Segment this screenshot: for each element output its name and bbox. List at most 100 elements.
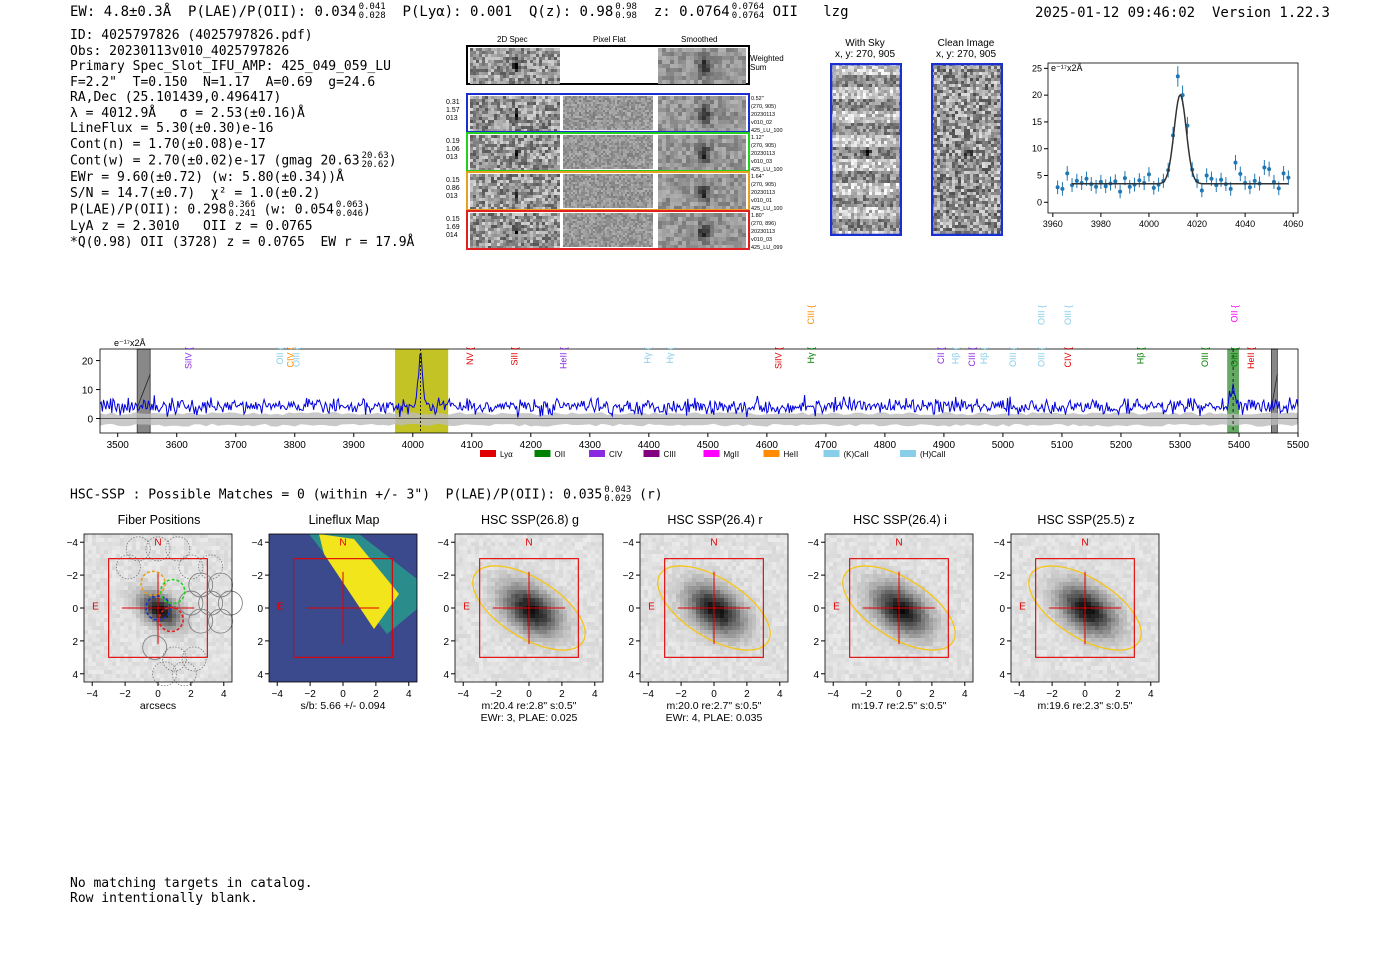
spec-row-right-value: 0.52"	[751, 96, 764, 102]
spec-row-right-value: v010_03	[751, 237, 772, 243]
hsc-summary-label: HSC-SSP : Possible Matches = 0 (within +…	[70, 487, 603, 503]
fit-data-point	[1137, 178, 1142, 183]
fit-data-point	[1252, 178, 1257, 183]
spec-row-right-value: 1.64"	[751, 174, 764, 180]
spectrum-line-id-label: Hγ {	[643, 347, 653, 364]
fit-data-point	[1204, 173, 1209, 178]
spectrum-xtick-label: 3500	[107, 440, 130, 451]
with-sky-frame	[830, 63, 902, 236]
hsc-summary-band: (r)	[639, 487, 663, 503]
image-ytick-label: −2	[252, 571, 264, 582]
fiber-circle	[188, 608, 214, 634]
clean-image-title-text: Clean Image	[937, 38, 995, 49]
image-ytick-label: 0	[628, 604, 634, 615]
spectrum-xtick-label: 5300	[1169, 440, 1192, 451]
image-ytick-label: −4	[808, 538, 820, 549]
spec-row-left-label: 0.15 0.86 013	[446, 177, 460, 200]
spec-row-pixelflat	[563, 135, 653, 169]
image-pixels	[455, 534, 603, 682]
spectrum-xtick-label: 5500	[1287, 440, 1310, 451]
north-label: N	[154, 538, 161, 549]
header-datetime-version: 2025-01-12 09:46:02 Version 1.22.3	[1035, 5, 1330, 21]
image-ytick-label: −2	[623, 571, 635, 582]
spectrum-xtick-label: 5100	[1051, 440, 1074, 451]
spectrum-xtick-label: 3900	[343, 440, 366, 451]
spectrum-xtick-label: 4500	[697, 440, 720, 451]
header-version: Version 1.22.3	[1211, 5, 1330, 21]
image-ytick-label: −4	[994, 538, 1006, 549]
image-panel: HSC SSP(26.8) g N E −4 −2 0 2 4 m:20.4 re:2.8" s…	[438, 512, 621, 727]
east-label: E	[277, 602, 284, 613]
spectrum-line-id-label: Hβ {	[951, 347, 961, 364]
image-ytick-label: −2	[808, 571, 820, 582]
image-panel: HSC SSP(26.4) i N E −4 −2 0 2 4 m:19.7 re:2.5" s…	[808, 512, 991, 727]
fit-data-point	[1233, 160, 1238, 165]
info-plae-label: P(LAE)/P(OII): 0.298	[70, 202, 227, 218]
image-ytick-label: 2	[999, 637, 1005, 648]
image-panel: HSC SSP(25.5) z N E −4 −2 0 2 4 m:19.6 re:2.3" s…	[994, 512, 1177, 727]
image-xtick-label: 2	[744, 689, 750, 700]
info-obs: Obs: 20230113v010_4025797826	[70, 43, 290, 59]
fiber-circle	[181, 646, 207, 672]
spectrum-line-id-label: SiII {	[509, 347, 519, 366]
spec-row-2dspec	[470, 96, 560, 132]
image-xtick-label: −4	[272, 689, 284, 700]
north-label: N	[895, 538, 902, 549]
spectrum-xtick-label: 4400	[638, 440, 661, 451]
fiber-circle	[198, 590, 224, 616]
fit-ytick-label: 10	[1032, 144, 1042, 154]
image-ytick-label: 4	[999, 670, 1005, 681]
info-plae-w-hi: 0.063	[335, 200, 364, 210]
image-panel-title: HSC SSP(26.4) i	[853, 513, 947, 527]
spec-row-right-value: 20230113	[751, 151, 775, 157]
spectrum-xtick-label: 4300	[579, 440, 602, 451]
image-ytick-label: −4	[438, 538, 450, 549]
spectrum-legend-label: MgII	[724, 450, 740, 459]
spectrum-line-id-label: CIII {	[806, 305, 816, 325]
spec-row-left-label: 0.15 1.69 014	[446, 216, 460, 239]
image-panel-plot: N E −4 −2 0 2 4 s/b: 5.66 +/- 0.094 4 2 0 −2 −4	[252, 533, 418, 712]
image-xtick-label: −4	[828, 689, 840, 700]
spectrum-line-id-label: CIII {	[967, 347, 977, 367]
spectrum-xtick-label: 3800	[284, 440, 307, 451]
image-xtick-label: −2	[119, 689, 131, 700]
spectrum-xtick-label: 4700	[815, 440, 838, 451]
fit-xtick-label: 4020	[1187, 219, 1207, 229]
spec-cutouts: 2D Spec Pixel Flat Smoothed 0.31 1.57 013 0…	[440, 32, 800, 257]
fit-model-curve	[1072, 93, 1289, 185]
image-panel-title: HSC SSP(26.8) g	[481, 513, 579, 527]
spectrum-legend-swatch	[823, 450, 840, 457]
spec-row-left-value: 1.57	[446, 107, 460, 114]
spectrum-legend-label: CIV	[609, 450, 623, 459]
spec-row-right-value: 20230113	[751, 190, 775, 196]
spectrum-flux-line	[99, 352, 1299, 418]
fit-xtick-label: 4000	[1139, 219, 1159, 229]
fit-ytick-label: 20	[1032, 90, 1042, 100]
spec-row-right-value: v010_02	[751, 120, 772, 126]
image-xtick-label: 4	[592, 689, 598, 700]
info-primary: Primary Spec_Slot_IFU_AMP: 425_049_059_L…	[70, 59, 391, 74]
image-xtick-label: −4	[458, 689, 470, 700]
spectrum-xtick-label: 3700	[225, 440, 248, 451]
fiber-circle	[116, 554, 141, 580]
image-xtick-label: 0	[711, 689, 717, 700]
info-plae-hi: 0.366	[228, 200, 256, 210]
spectrum-legend-swatch	[589, 450, 605, 457]
info-plae-w-lo: 0.046	[335, 209, 364, 219]
spec-row-left-value: 013	[446, 193, 458, 200]
galaxy-ellipse	[842, 565, 956, 651]
image-ytick-label: 0	[72, 604, 78, 615]
fit-data-point	[1262, 165, 1267, 170]
image-xtick-label: 2	[559, 689, 565, 700]
image-panel-title: HSC SSP(25.5) z	[1037, 513, 1135, 527]
spec-row-frame	[466, 210, 750, 250]
spectrum-xtick-label: 5000	[992, 440, 1015, 451]
fit-data-point	[1146, 172, 1151, 177]
weighted-2dspec	[470, 48, 560, 84]
fit-data-point	[1084, 176, 1089, 181]
header-code: lzg	[823, 4, 849, 20]
image-ytick-label: −2	[994, 571, 1006, 582]
image-ytick-label: 2	[628, 637, 634, 648]
spec-row-right-value: 425_LU_100	[751, 128, 783, 134]
spec-row-left-value: 013	[446, 154, 458, 161]
